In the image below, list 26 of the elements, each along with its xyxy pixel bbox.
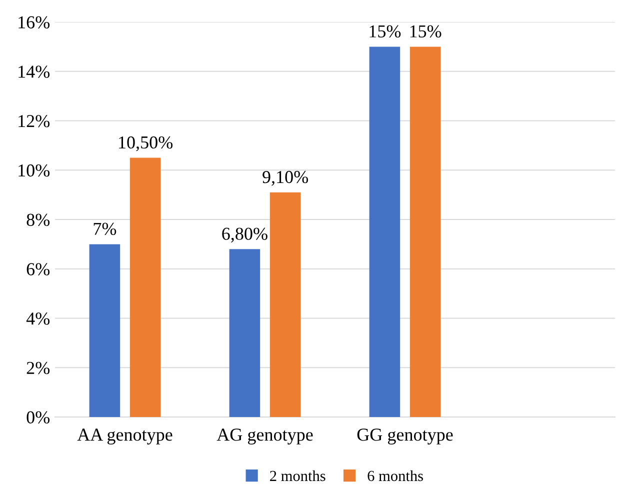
legend-label: 2 months [270, 470, 326, 482]
y-tick-label: 14% [18, 66, 50, 78]
y-tick-label: 10% [18, 164, 50, 177]
data-label: 15% [410, 25, 442, 38]
y-tick-label: 4% [26, 312, 50, 325]
y-tick-label: 16% [18, 16, 50, 28]
y-tick-label: 6% [26, 263, 50, 276]
data-label: 7% [94, 222, 116, 236]
bar [229, 249, 260, 417]
x-tick-label: GG genotype [357, 428, 453, 444]
y-tick-label: 12% [18, 115, 50, 128]
y-tick-label: 8% [26, 214, 50, 226]
x-tick-label: AG genotype [216, 428, 313, 444]
data-label: 10,50% [119, 136, 173, 152]
bar [270, 192, 301, 417]
y-tick-label: 0% [26, 411, 50, 424]
y-tick-label: 2% [26, 362, 50, 374]
data-label: 9,10% [262, 170, 308, 186]
bar [369, 46, 400, 417]
legend-label: 6 months [368, 470, 423, 482]
data-label: 15% [370, 25, 401, 38]
bar [410, 46, 441, 417]
bar [89, 244, 120, 417]
x-tick-label: AA genotype [77, 428, 172, 444]
bar [130, 158, 161, 417]
data-label: 6,80% [222, 228, 268, 242]
